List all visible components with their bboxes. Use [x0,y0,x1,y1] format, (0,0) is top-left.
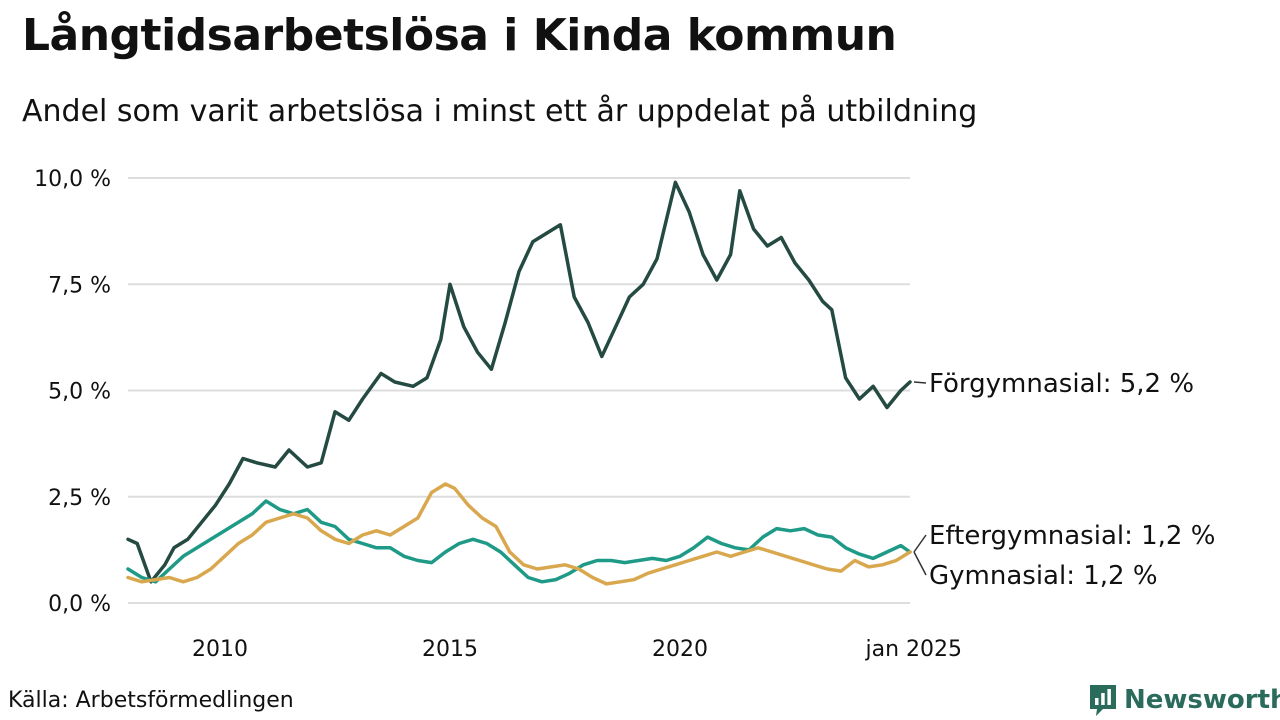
label-leader [913,381,927,384]
x-axis-ticks: 2010 2015 2020 jan 2025 [192,637,962,662]
series-label-gymnasial: Gymnasial: 1,2 % [929,561,1158,591]
series-lines [126,180,912,586]
x-tick-label: 2020 [652,637,708,662]
chart-title: Långtidsarbetslösa i Kinda kommun [22,10,897,61]
source-note: Källa: Arbetsförmedlingen [8,688,294,713]
x-tick-label: 2010 [192,637,248,662]
series-label-förgymnasial: Förgymnasial: 5,2 % [929,369,1194,399]
brand-name: Newsworthy [1124,685,1280,715]
chart-subtitle: Andel som varit arbetslösa i minst ett å… [22,94,978,129]
series-end-labels: Förgymnasial: 5,2 % Eftergymnasial: 1,2 %… [913,369,1215,591]
series-line-förgymnasial [126,180,912,584]
y-axis-ticks: 0,0 % 2,5 % 5,0 % 7,5 % 10,0 % [34,167,111,617]
y-tick-label: 0,0 % [48,592,111,617]
label-leader [913,551,927,576]
series-line-gymnasial [126,482,912,586]
y-tick-label: 2,5 % [48,486,111,511]
x-tick-label: jan 2025 [864,637,962,662]
series-label-eftergymnasial: Eftergymnasial: 1,2 % [929,521,1215,551]
x-tick-label: 2015 [422,637,478,662]
y-tick-label: 7,5 % [48,273,111,298]
newsworthy-logo[interactable]: Newsworthy [1088,683,1280,717]
y-tick-label: 5,0 % [48,380,111,405]
y-tick-label: 10,0 % [34,167,111,192]
series-line-eftergymnasial [126,499,912,584]
gridlines [128,177,910,604]
label-leader [913,534,927,553]
newsworthy-icon [1090,685,1116,716]
